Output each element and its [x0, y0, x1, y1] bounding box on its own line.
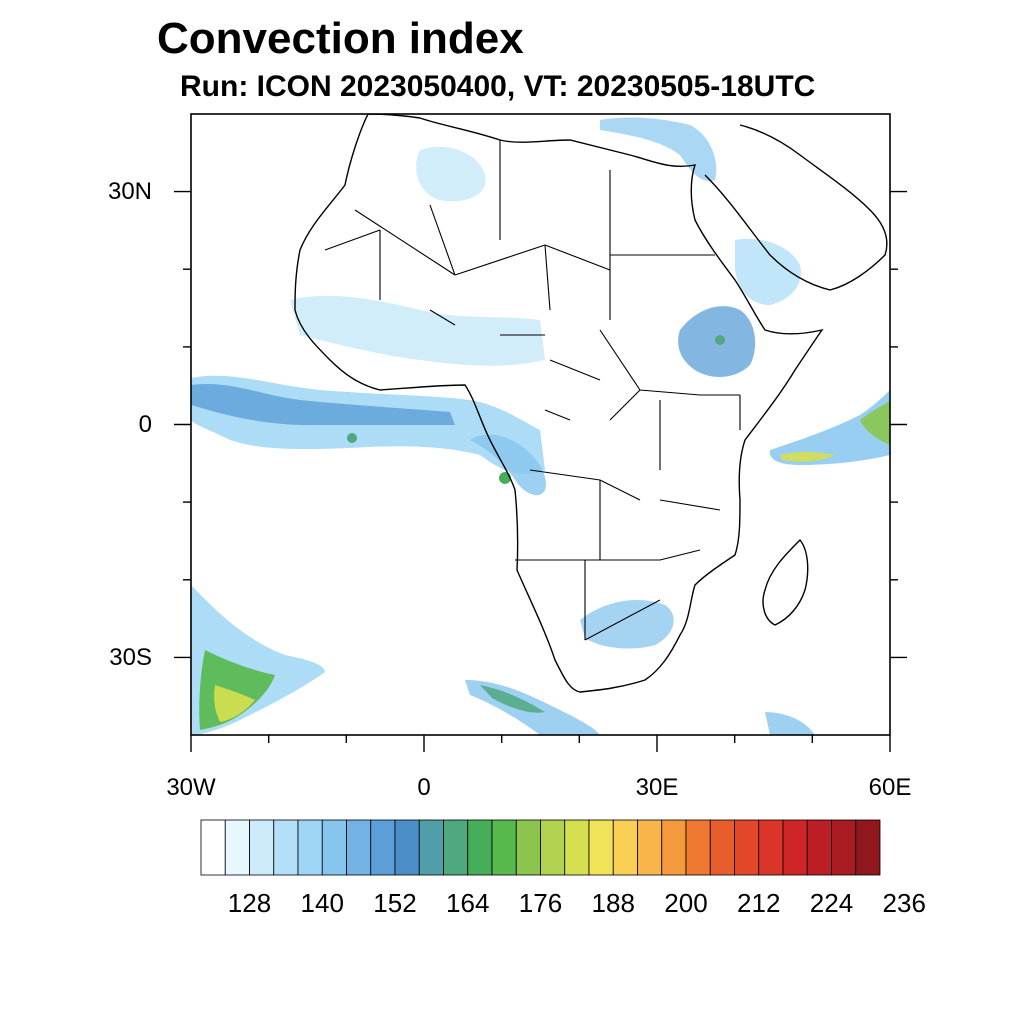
indian-ocean-green-east [860, 400, 890, 445]
indian-ocean-yellow [780, 451, 835, 462]
colorbar-cell [467, 819, 493, 876]
southern-ocean-green [480, 685, 545, 713]
colorbar-cell [685, 819, 711, 876]
far-southeast-band [765, 712, 815, 735]
africa-coastline [294, 114, 824, 693]
colorbar-label: 176 [518, 888, 563, 918]
axis-ticks [174, 190, 907, 752]
colorbar-cell [588, 819, 614, 876]
colorbar-label: 188 [591, 888, 635, 918]
colorbar-cell [758, 819, 784, 876]
colorbar-cell [806, 819, 832, 876]
lat-label-30s: 30S [109, 644, 152, 671]
lon-label-60e: 60E [868, 774, 912, 801]
colorbar-cell [855, 819, 881, 876]
colorbar-cell [297, 819, 323, 876]
colorbar-cell [346, 819, 372, 876]
colorbar-label: 200 [664, 888, 708, 918]
colorbar-label: 212 [737, 888, 781, 918]
algeria-cells [416, 146, 486, 202]
colorbar-cell [491, 819, 517, 876]
colorbar-label: 164 [446, 888, 490, 918]
colorbar-cell [709, 819, 735, 876]
south-atlantic-yellow [214, 685, 255, 722]
colorbar-label: 224 [809, 888, 854, 918]
colorbar-cell [443, 819, 469, 876]
lon-label-30e: 30E [635, 774, 679, 801]
colorbar-cell [564, 819, 590, 876]
gabon-green-cell [347, 433, 357, 443]
colorbar-label: 140 [300, 888, 344, 918]
indian-ocean-band [769, 390, 890, 465]
colorbar-label: 152 [373, 888, 417, 918]
colorbar-cell [418, 819, 444, 876]
madagascar-coastline [762, 538, 809, 626]
colorbar-label: 236 [882, 888, 926, 918]
colorbar-cell [782, 819, 808, 876]
colorbar-cell [370, 819, 396, 876]
colorbar-cell [321, 819, 347, 876]
southern-africa-cells [580, 600, 674, 649]
colorbar-cell [515, 819, 541, 876]
border-lines [324, 140, 741, 641]
lat-label-0: 0 [138, 411, 152, 438]
colorbar-cell [661, 819, 687, 876]
colorbar-cell [637, 819, 663, 876]
colorbar [200, 819, 881, 876]
convection-shading [191, 117, 890, 735]
ethiopia-green-cell [715, 335, 725, 345]
arabia-coastline [704, 124, 888, 291]
colorbar-cell [831, 819, 857, 876]
westafrica-cells [290, 295, 545, 366]
colorbar-cell [394, 819, 420, 876]
lon-label-0: 0 [417, 774, 431, 801]
colorbar-cell [734, 819, 760, 876]
colorbar-cell [273, 819, 299, 876]
coastlines [294, 114, 888, 693]
run-valid-time-subtitle: Run: ICON 2023050400, VT: 20230505-18UTC [180, 70, 816, 103]
colorbar-cell [200, 819, 226, 876]
colorbar-cell [224, 819, 250, 876]
map-title: Convection index [157, 14, 524, 63]
itcz-core-atlantic [191, 383, 455, 425]
lat-label-30n: 30N [107, 178, 152, 205]
congo-coast-cells [470, 434, 546, 496]
colorbar-label: 128 [227, 888, 272, 918]
arabia-cells [735, 238, 801, 305]
lon-label-30w: 30W [166, 774, 216, 801]
colorbar-cell [540, 819, 566, 876]
colorbar-cell [249, 819, 275, 876]
mediterranean-cells [600, 117, 717, 181]
colorbar-cell [612, 819, 638, 876]
